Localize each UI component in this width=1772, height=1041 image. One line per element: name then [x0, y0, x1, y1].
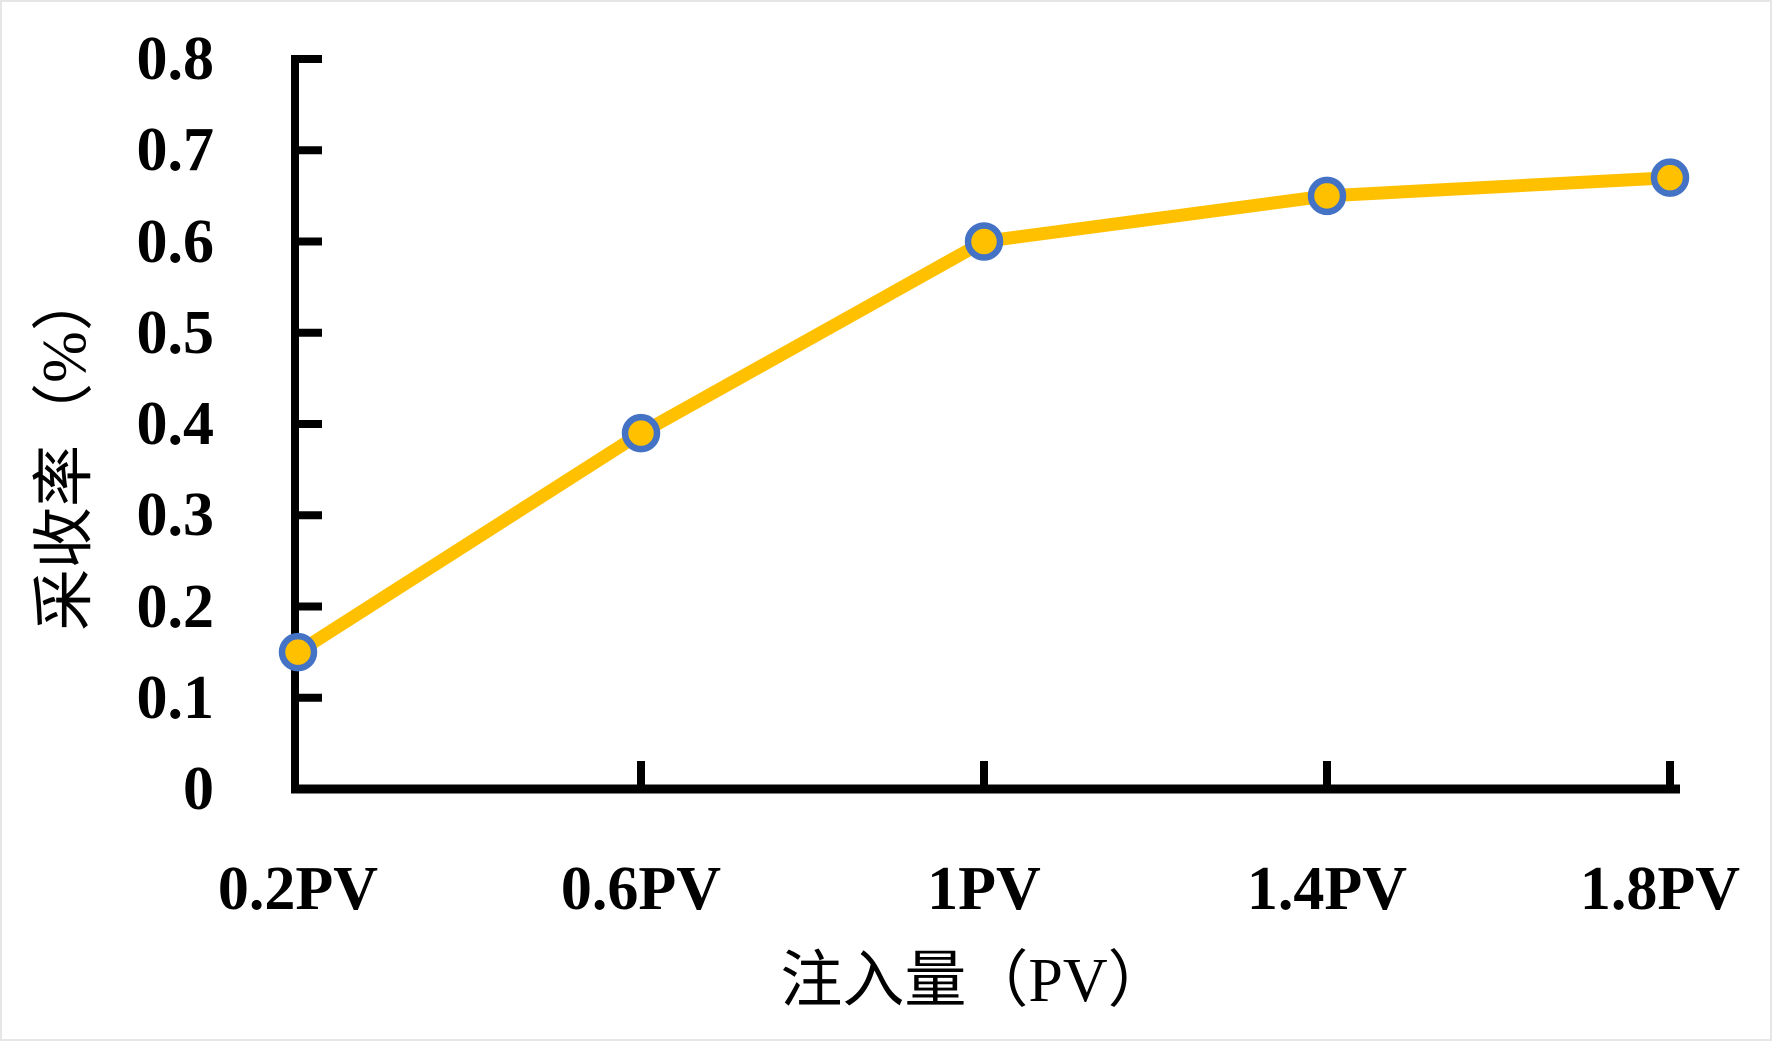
data-point-marker	[964, 222, 1004, 261]
data-point-marker	[278, 632, 318, 672]
x-tick-label-0.6pv: 0.6PV	[560, 855, 722, 923]
data-point-marker	[1650, 158, 1690, 197]
y-tick-label-0.8: 0.8	[136, 25, 215, 93]
y-axis-title: 采收率（%）	[31, 269, 99, 631]
data-point-marker	[1307, 176, 1347, 216]
y-tick-label-0.3: 0.3	[136, 481, 215, 550]
x-axis-title: 注入量（PV）	[780, 947, 1170, 1015]
x-tick-label-1.8pv: 1.8PV	[1579, 855, 1741, 923]
y-tick-label-0.2: 0.2	[136, 572, 215, 641]
x-tick-label-1pv: 1PV	[927, 855, 1041, 923]
y-tick-label-0.5: 0.5	[136, 298, 215, 367]
y-tick-label-0.7: 0.7	[136, 116, 215, 185]
axes-layer	[291, 55, 1680, 794]
x-tick-label-1.4pv: 1.4PV	[1246, 855, 1408, 923]
data-point-marker	[621, 413, 661, 453]
y-tick-label-0.1: 0.1	[136, 663, 215, 732]
y-tick-label-0: 0	[183, 755, 214, 823]
x-tick-label-0.2pv: 0.2PV	[217, 855, 379, 923]
data-series-layer	[278, 158, 1690, 672]
y-tick-label-0.4: 0.4	[136, 390, 215, 458]
y-tick-label-0.6: 0.6	[136, 207, 215, 276]
